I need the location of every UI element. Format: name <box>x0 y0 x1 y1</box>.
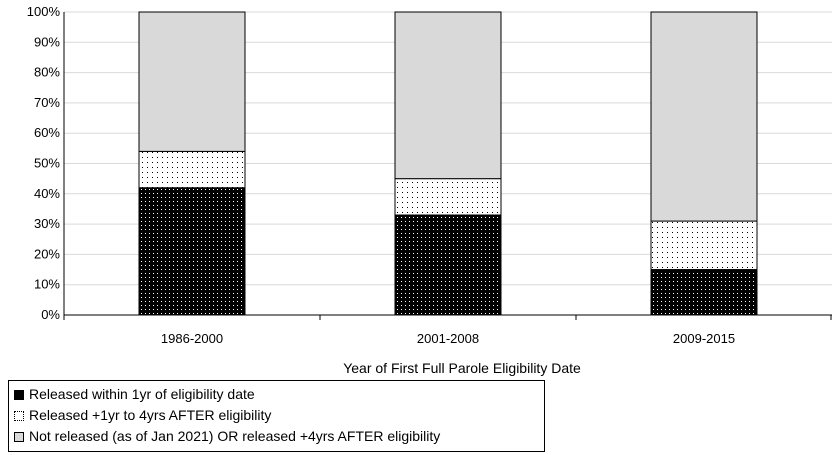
y-tick-label: 20% <box>34 246 60 261</box>
bar-segment-released-1yr-to-4yrs-after-eligibility <box>138 150 246 189</box>
y-tick-label: 80% <box>34 65 60 80</box>
chart-legend: Released within 1yr of eligibility date … <box>8 380 545 452</box>
legend-label: Released within 1yr of eligibility date <box>29 386 255 402</box>
y-tick-label: 50% <box>34 156 60 171</box>
y-tick-label: 40% <box>34 186 60 201</box>
x-tick-label: 2001-2008 <box>417 331 479 346</box>
y-tick-label: 100% <box>27 4 61 19</box>
y-tick-label: 70% <box>34 95 60 110</box>
legend-swatch-dotted <box>14 410 24 421</box>
x-axis-label: Year of First Full Parole Eligibility Da… <box>343 360 581 376</box>
bar-segment-not-released-as-of-jan-2021-or-released- <box>394 11 502 180</box>
bar-segment-released-within-1yr-of-eligibility-date <box>138 187 246 316</box>
bar-segment-not-released-as-of-jan-2021-or-released- <box>138 11 246 152</box>
bar-segment-released-within-1yr-of-eligibility-date <box>650 269 758 316</box>
legend-swatch-black <box>14 389 24 400</box>
legend-label: Not released (as of Jan 2021) OR release… <box>29 428 441 444</box>
bar-segment-not-released-as-of-jan-2021-or-released- <box>650 11 758 222</box>
legend-item-not-released: Not released (as of Jan 2021) OR release… <box>14 426 539 447</box>
x-tick-label: 2009-2015 <box>673 331 735 346</box>
legend-swatch-gray <box>14 431 24 442</box>
bar-segment-released-1yr-to-4yrs-after-eligibility <box>394 178 502 216</box>
legend-item-released-within-1yr: Released within 1yr of eligibility date <box>14 384 539 405</box>
bar-segment-released-within-1yr-of-eligibility-date <box>394 214 502 316</box>
y-tick-label: 90% <box>34 34 60 49</box>
y-tick-label: 10% <box>34 277 60 292</box>
stacked-bar-chart: 0% 10% 20% 30% 40% 50% 60% 70% 80% 90% 100% 1986-20… <box>27 4 832 376</box>
y-tick-label: 0% <box>41 307 60 322</box>
legend-item-released-1-to-4yrs: Released +1yr to 4yrs AFTER eligibility <box>14 405 539 426</box>
legend-label: Released +1yr to 4yrs AFTER eligibility <box>29 407 272 423</box>
bar-segment-released-1yr-to-4yrs-after-eligibility <box>650 220 758 271</box>
x-tick-label: 1986-2000 <box>161 331 223 346</box>
y-tick-label: 60% <box>34 125 60 140</box>
y-tick-label: 30% <box>34 216 60 231</box>
